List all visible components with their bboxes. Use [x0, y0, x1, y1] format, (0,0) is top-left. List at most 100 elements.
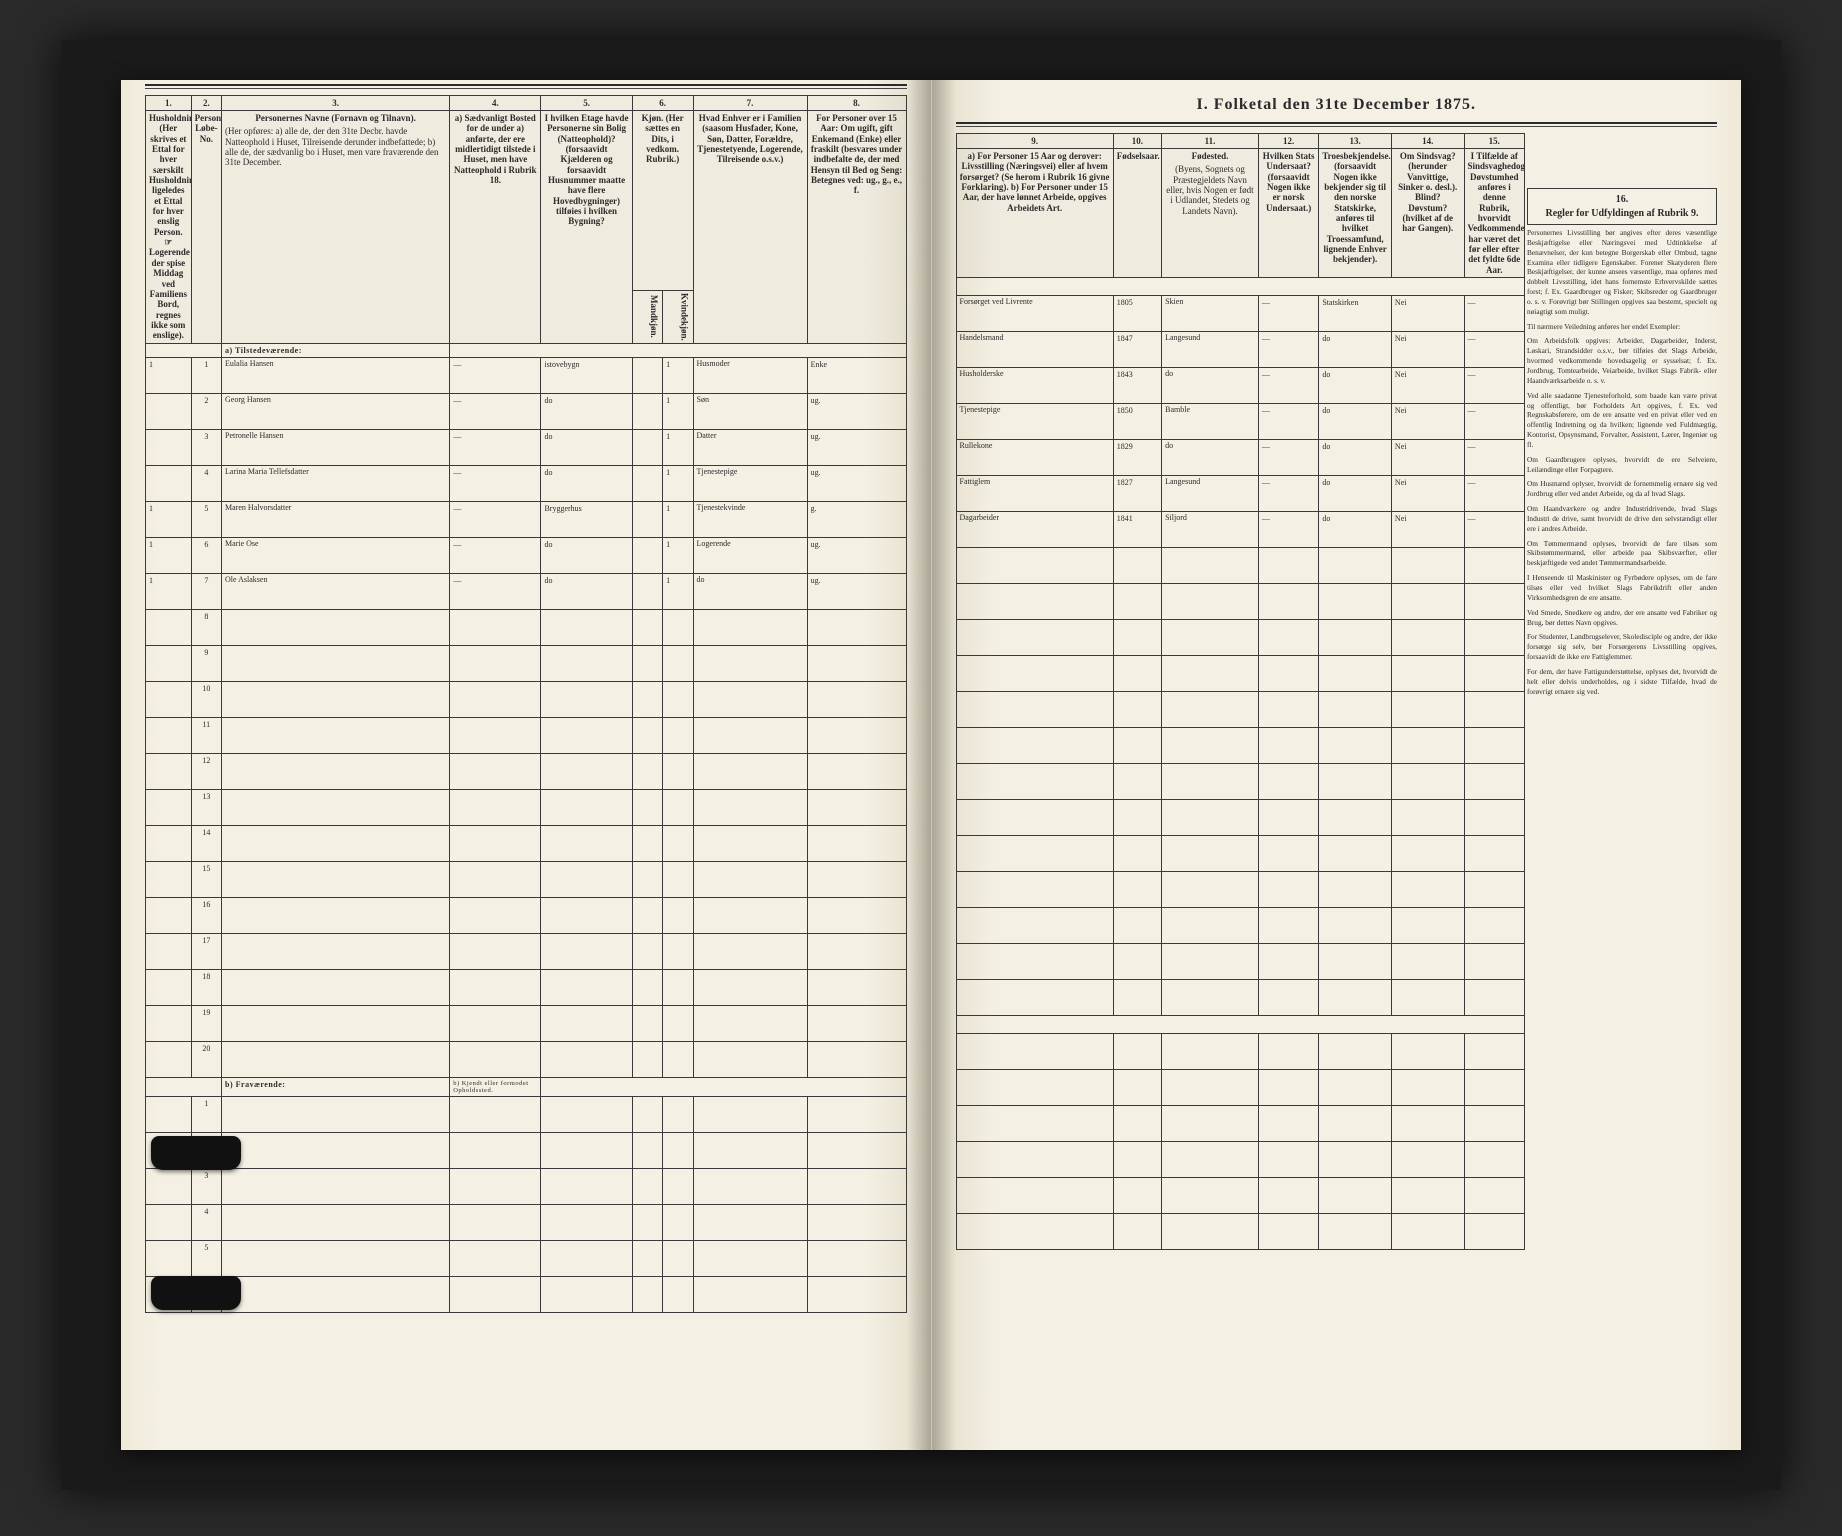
cell-num: 4	[191, 1204, 221, 1240]
table-row: Fattiglem1827Langesund—doNei—	[956, 476, 1525, 512]
cell-faith: do	[1319, 440, 1392, 476]
instr-p: Om Gaardbrugere oplyses, hvorvidt de ere…	[1527, 455, 1717, 475]
hdr-9: a) For Personer 15 Aar og derover: Livss…	[956, 149, 1113, 278]
table-row: 5	[146, 1240, 907, 1276]
cell-num: 20	[191, 1041, 221, 1077]
cell-state: —	[1258, 332, 1318, 368]
hdr-11: Fødested. (Byens, Sognets og Præstegjeld…	[1162, 149, 1259, 278]
table-row	[956, 1142, 1525, 1178]
cell-birthplace: do	[1162, 440, 1259, 476]
cell-household	[146, 465, 192, 501]
cell-name: Ole Aslaksen	[222, 573, 450, 609]
hdr-14: Om Sindsvag? (herunder Vanvittige, Sinke…	[1391, 149, 1464, 278]
hdr-5: I hvilken Etage havde Personerne sin Bol…	[541, 111, 632, 344]
cell-sex-m	[632, 573, 662, 609]
clip-icon	[151, 1136, 241, 1170]
instr-p: I Henseende til Maskinister og Fyrbødere…	[1527, 573, 1717, 603]
cell-sex-m	[632, 393, 662, 429]
section-b-note: b) Kjendt eller formodet Opholdssted.	[450, 1077, 541, 1096]
table-row: 9	[146, 645, 907, 681]
table-row: 10	[146, 681, 907, 717]
right-page: I. Folketal den 31te December 1875. 9. 1…	[932, 80, 1742, 1450]
hdr-6: Kjøn. (Her sættes en Dits, i vedkom. Rub…	[632, 111, 693, 291]
page-spread: 1. 2. 3. 4. 5. 6. 7. 8. Husholdninger. (…	[121, 80, 1741, 1450]
cell-marital: ug.	[807, 465, 906, 501]
cell-bosted: —	[450, 429, 541, 465]
table-row	[956, 548, 1525, 584]
table-row: 4Larina Maria Tellefsdatter—do1Tjenestep…	[146, 465, 907, 501]
cell-marital: Enke	[807, 357, 906, 393]
cell-birthyear: 1850	[1113, 404, 1161, 440]
cell-num: 13	[191, 789, 221, 825]
hdr-13: Troesbekjendelse. (forsaavidt Nogen ikke…	[1319, 149, 1392, 278]
cell-birthyear: 1847	[1113, 332, 1161, 368]
hdr-6a: Mandkjøn.	[632, 290, 662, 343]
cell-sex-f: 1	[663, 501, 693, 537]
col-4: 4.	[450, 96, 541, 111]
cell-name: Eulalia Hansen	[222, 357, 450, 393]
page-title: I. Folketal den 31te December 1875.	[932, 80, 1742, 118]
table-row: 17Ole Aslaksen—do1doug.	[146, 573, 907, 609]
section-spacer	[956, 278, 1525, 296]
table-row: 15	[146, 861, 907, 897]
col-2: 2.	[191, 96, 221, 111]
cell-disability: Nei	[1391, 296, 1464, 332]
cell-disability: Nei	[1391, 332, 1464, 368]
hdr-15: I Tilfælde af Sindsvaghedog Døvstumhed a…	[1464, 149, 1525, 278]
table-row	[956, 908, 1525, 944]
table-row	[956, 764, 1525, 800]
cell-num: 1	[191, 357, 221, 393]
cell-birthyear: 1843	[1113, 368, 1161, 404]
table-row: 3	[146, 1168, 907, 1204]
cell-etage: do	[541, 429, 632, 465]
hdr-6b: Kvindekjøn.	[663, 290, 693, 343]
cell-bosted: —	[450, 501, 541, 537]
cell-faith: do	[1319, 368, 1392, 404]
instr-p: Om Arbeidsfolk opgives: Arbeider, Dagarb…	[1527, 336, 1717, 385]
col-11: 11.	[1162, 134, 1259, 149]
table-row	[956, 1178, 1525, 1214]
col-6: 6.	[632, 96, 693, 111]
cell-num: 18	[191, 969, 221, 1005]
cell-marital: ug.	[807, 429, 906, 465]
cell-state: —	[1258, 476, 1318, 512]
table-row: 14	[146, 825, 907, 861]
table-row	[956, 1106, 1525, 1142]
cell-household: 1	[146, 573, 192, 609]
cell-name: Larina Maria Tellefsdatter	[222, 465, 450, 501]
table-row: 13	[146, 789, 907, 825]
table-row	[956, 1034, 1525, 1070]
cell-birthplace: Langesund	[1162, 332, 1259, 368]
instr-p: Til nærmere Veiledning anføres her endel…	[1527, 322, 1717, 332]
table-row: 11	[146, 717, 907, 753]
hdr-1: Husholdninger. (Her skrives et Ettal for…	[146, 111, 192, 344]
cell-num: 1	[191, 1096, 221, 1132]
cell-num: 17	[191, 933, 221, 969]
cell-birthplace: do	[1162, 368, 1259, 404]
section-a-label: a) Tilstedeværende:	[222, 343, 450, 357]
cell-household: 1	[146, 537, 192, 573]
census-table-right: 9. 10. 11. 12. 13. 14. 15. a) For Person…	[956, 133, 1526, 1250]
cell-faith: Statskirken	[1319, 296, 1392, 332]
col-5: 5.	[541, 96, 632, 111]
cell-num: 19	[191, 1005, 221, 1041]
cell-onset: —	[1464, 476, 1525, 512]
cell-sex-m	[632, 501, 662, 537]
cell-etage: do	[541, 573, 632, 609]
cell-sex-f: 1	[663, 393, 693, 429]
cell-num: 2	[191, 393, 221, 429]
table-row: Tjenestepige1850Bamble—doNei—	[956, 404, 1525, 440]
col-16-num: 16.	[1616, 194, 1629, 205]
hdr-3-title: Personernes Navne (Fornavn og Tilnavn).	[225, 113, 446, 123]
table-row: Handelsmand1847Langesund—doNei—	[956, 332, 1525, 368]
rule	[145, 84, 907, 86]
cell-num: 15	[191, 861, 221, 897]
cell-occupation: Husholderske	[956, 368, 1113, 404]
cell-marital: ug.	[807, 537, 906, 573]
cell-family: Tjenestekvinde	[693, 501, 807, 537]
cell-faith: do	[1319, 512, 1392, 548]
table-row: 3Petronelle Hansen—do1Datterug.	[146, 429, 907, 465]
cell-etage: istovebygn	[541, 357, 632, 393]
table-row	[956, 1070, 1525, 1106]
table-row	[956, 872, 1525, 908]
